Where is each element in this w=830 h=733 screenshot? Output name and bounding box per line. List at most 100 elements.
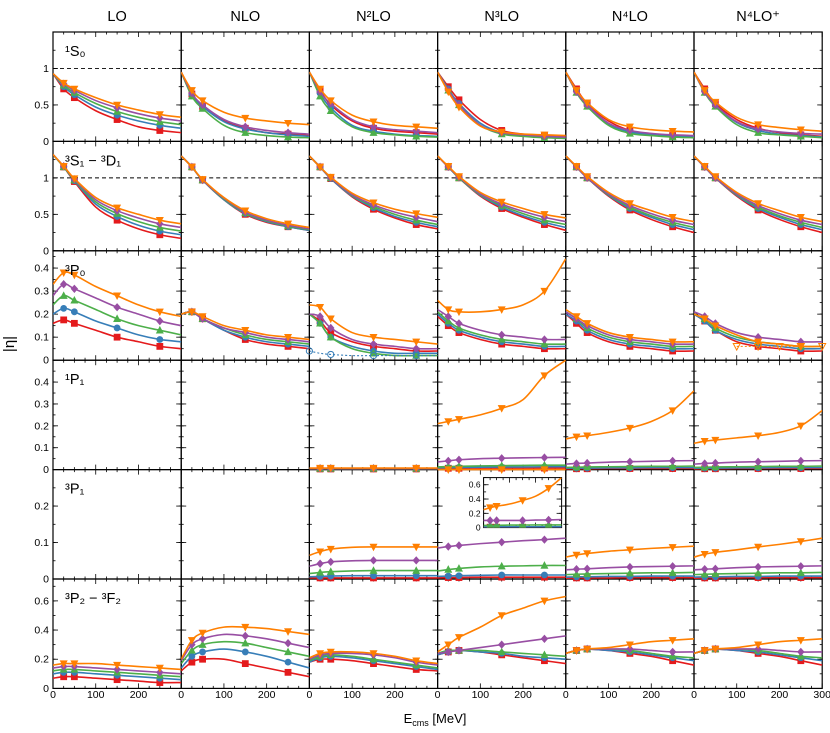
- data-point: [668, 562, 677, 571]
- data-point: [540, 466, 549, 474]
- series-orange-triangle-down: [483, 477, 562, 512]
- panel-series-r5-c0: [53, 660, 182, 686]
- data-point: [518, 497, 527, 505]
- series-purple-diamond: [437, 453, 566, 465]
- data-point: [540, 211, 549, 219]
- data-point: [113, 314, 122, 322]
- data-point: [796, 461, 805, 470]
- data-point: [327, 350, 335, 359]
- data-point: [540, 597, 549, 606]
- data-point: [796, 538, 805, 546]
- data-point: [198, 640, 207, 648]
- series-orange-triangle-down: [437, 595, 566, 653]
- data-point: [700, 437, 709, 446]
- data-point: [326, 97, 335, 105]
- data-point: [796, 214, 805, 222]
- panel-series-r1-c3: [437, 155, 566, 232]
- panel-frame: [565, 140, 695, 252]
- x-axis-label-sub: cms: [412, 718, 429, 728]
- data-point: [796, 342, 806, 352]
- panel-r4-c5: [693, 469, 823, 580]
- column-title: N⁴LO: [612, 9, 648, 25]
- series-purple-diamond: [181, 155, 310, 230]
- y-tick-label: 1: [43, 63, 49, 75]
- data-point: [583, 458, 591, 468]
- data-point: [369, 464, 378, 473]
- data-point: [444, 306, 453, 314]
- panel-series-r5-c5: [694, 637, 823, 666]
- data-point: [540, 634, 549, 643]
- panel-r3-c1: [180, 359, 310, 471]
- panel-frame: [565, 578, 695, 690]
- data-point: [797, 456, 805, 465]
- data-point: [70, 308, 78, 316]
- series-orange-triangle-down: [309, 71, 438, 132]
- data-point: [187, 87, 196, 95]
- x-tick-label: 200: [643, 689, 661, 701]
- series-line: [181, 155, 310, 230]
- data-point: [583, 550, 592, 558]
- y-tick-label: 0.2: [34, 654, 49, 666]
- data-point: [113, 101, 122, 110]
- inset-plot: 0 0.2 0.4 0.6: [469, 477, 563, 533]
- data-point: [540, 535, 549, 544]
- y-tick-label: 0.3: [34, 286, 49, 298]
- series-green-triangle: [53, 291, 182, 336]
- data-point: [497, 306, 506, 314]
- data-point: [316, 548, 325, 556]
- data-point: [732, 342, 742, 352]
- series-orange-triangle-down: [181, 623, 310, 660]
- data-point: [753, 342, 763, 352]
- series-orange-triangle-down: [565, 390, 694, 442]
- series-orange-triangle-down: [437, 155, 566, 219]
- data-point: [199, 655, 206, 663]
- data-point: [486, 516, 494, 525]
- data-point: [113, 324, 121, 332]
- data-point: [284, 658, 292, 666]
- panel-series-r3-c3: [437, 359, 566, 472]
- series-orange-triangle-down: [53, 72, 182, 119]
- panel-series-r3-c5: [694, 409, 823, 473]
- data-point: [497, 466, 506, 474]
- x-axis-label: Ecms [MeV]: [404, 711, 467, 728]
- series-orange-triangle-down: [181, 308, 310, 342]
- panel-frame: [693, 140, 823, 252]
- series-orange-triangle-down: [565, 308, 694, 347]
- data-point: [199, 648, 206, 656]
- data-point: [198, 634, 207, 643]
- data-point: [700, 315, 709, 324]
- panel-series-r5-c2: [309, 648, 438, 673]
- y-axis-label: |η|: [1, 336, 18, 352]
- data-point: [625, 546, 634, 555]
- panel-r1-c5: [693, 140, 823, 252]
- panel-series-r0-c0: [53, 72, 182, 134]
- series-blue-circle: [53, 304, 182, 343]
- data-point: [668, 568, 677, 577]
- data-point: [700, 162, 709, 171]
- data-point: [155, 111, 164, 119]
- panel-r3-c5: [693, 359, 823, 471]
- data-point: [572, 162, 581, 171]
- series-purple-diamond: [565, 456, 694, 468]
- data-point: [198, 100, 207, 110]
- data-point: [284, 119, 293, 128]
- data-point: [544, 515, 553, 525]
- data-point: [241, 623, 250, 632]
- data-point: [70, 284, 79, 293]
- data-point: [626, 457, 634, 466]
- data-point: [316, 312, 324, 321]
- data-point: [583, 173, 592, 181]
- series-orange-triangle-down: [309, 155, 438, 219]
- panel-frame: [437, 359, 567, 471]
- series-line: [437, 359, 566, 425]
- data-point: [544, 485, 553, 493]
- data-point: [369, 333, 378, 342]
- data-point: [711, 569, 720, 578]
- data-point: [327, 323, 335, 333]
- data-point: [540, 335, 549, 344]
- y-tick-label: 0.4: [34, 377, 49, 389]
- data-point: [754, 200, 763, 208]
- series-purple-diamond: [437, 634, 566, 657]
- data-point: [156, 342, 164, 350]
- series-open-blue: [305, 347, 438, 360]
